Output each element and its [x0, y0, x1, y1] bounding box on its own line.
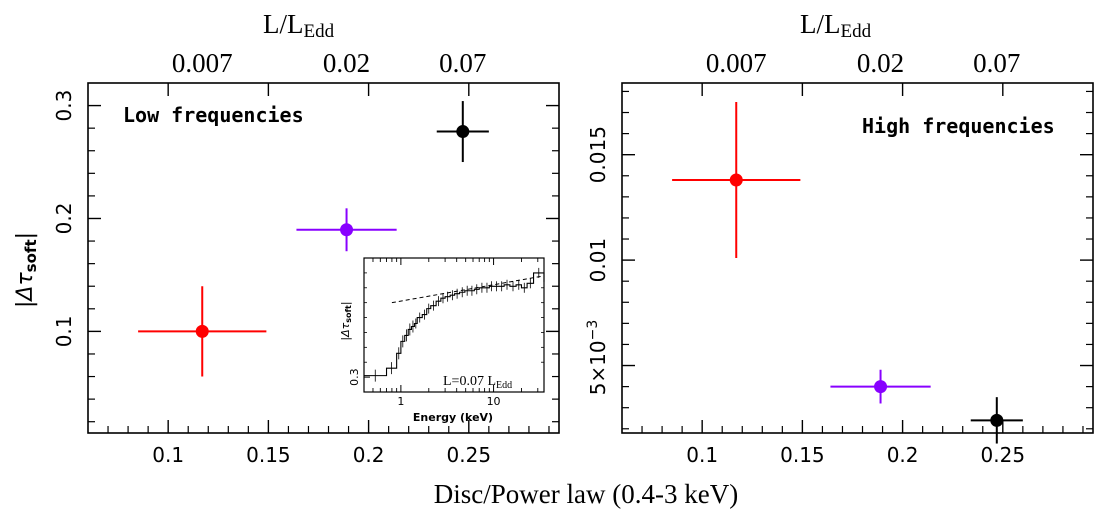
top-axis-label-right: L/LEdd [800, 9, 872, 42]
top-axis-label-left: L/LEdd [263, 9, 335, 42]
axes-frames [87, 82, 1094, 434]
x-tick-label: 0.15 [780, 443, 825, 467]
y-axis-label-left: |Δτsoft| [13, 232, 40, 308]
data-point [729, 173, 743, 187]
y-tick-label: 0.1 [52, 315, 76, 347]
inset-y-axis-label-end: | [339, 301, 352, 305]
x-tick-label: 0.25 [981, 443, 1026, 467]
top-tick-label: 0.02 [857, 48, 904, 78]
y-axis-label-main: |Δτ [13, 272, 38, 308]
x-tick-label: 0.25 [447, 443, 492, 467]
inset-annotation-main: L=0.07 L [443, 374, 496, 389]
top-tick-label: 0.02 [323, 48, 370, 78]
inset-data-line [364, 272, 545, 377]
top-axis-label-main: L/L [800, 9, 841, 39]
x-axis-label: Disc/Power law (0.4-3 keV) [434, 479, 738, 509]
top-tick-label: 0.07 [439, 48, 486, 78]
inset-x-tick-label: 10 [487, 395, 501, 408]
data-point [340, 223, 354, 237]
y-tick-exponent: −3 [585, 320, 601, 341]
x-tick-label: 0.2 [353, 443, 385, 467]
inset-annotation-sub: Edd [496, 380, 512, 391]
x-tick-label: 0.1 [686, 443, 718, 467]
top-tick-label: 0.007 [706, 48, 767, 78]
axis-ticks [88, 83, 1093, 433]
panel-title-low-frequencies: Low frequencies [123, 103, 304, 127]
top-tick-label: 0.07 [973, 48, 1020, 78]
x-tick-label: 0.2 [887, 443, 919, 467]
top-axis-label-main: L/L [263, 9, 304, 39]
plot-frame-high [621, 82, 1094, 434]
x-tick-label: 0.1 [152, 443, 184, 467]
inset-x-axis-label: Energy (keV) [413, 411, 493, 424]
y-tick-label: 0.01 [586, 238, 610, 283]
data-point [874, 380, 888, 394]
data-point [195, 324, 209, 338]
plot-frame-low [87, 82, 560, 434]
data-point [456, 125, 470, 139]
inset-y-axis-label-sub: soft [344, 305, 353, 323]
y-tick-label: 0.015 [586, 126, 610, 183]
y-tick-label: 0.2 [52, 203, 76, 235]
top-axis-label-sub: Edd [841, 21, 872, 42]
inset-y-tick-label: 0.3 [348, 368, 361, 386]
inset-y-axis-label: |Δτsoft| [339, 301, 353, 340]
y-axis-label-sub: soft [22, 239, 40, 272]
y-tick-label: 5×10−3 [585, 320, 610, 396]
x-tick-label: 0.15 [246, 443, 291, 467]
top-axis-label-sub: Edd [304, 21, 335, 42]
y-tick-label: 0.3 [52, 90, 76, 122]
data-marks [138, 101, 1023, 444]
inset-y-axis-label-main: |Δτ [339, 322, 352, 340]
inset-annotation: L=0.07 LEdd [443, 374, 512, 391]
y-axis-label-end: | [13, 232, 38, 239]
inset-x-tick-label: 1 [397, 395, 404, 408]
panel-title-high-frequencies: High frequencies [862, 114, 1055, 138]
data-point [990, 413, 1004, 427]
inset-frame [363, 257, 545, 393]
top-tick-label: 0.007 [172, 48, 233, 78]
